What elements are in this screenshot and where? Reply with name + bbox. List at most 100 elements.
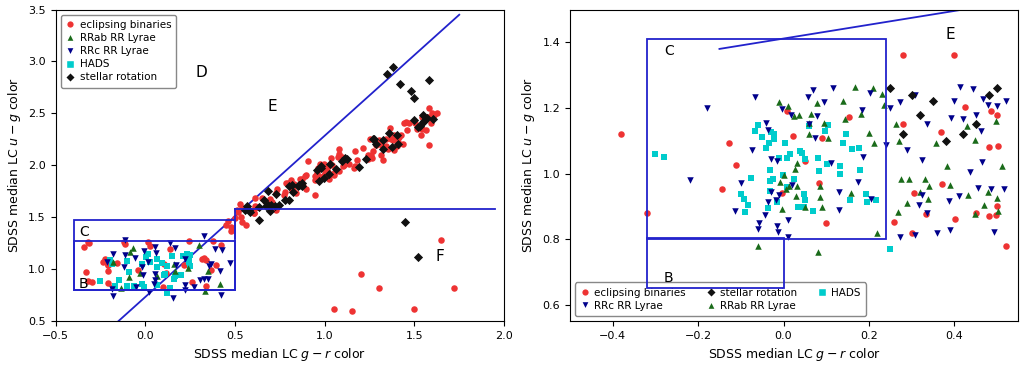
Point xyxy=(876,102,892,108)
Point xyxy=(129,267,145,273)
Point xyxy=(262,208,279,214)
Point xyxy=(757,213,773,218)
Point xyxy=(768,197,784,203)
Point xyxy=(312,161,329,167)
Point xyxy=(967,137,983,143)
Point xyxy=(779,184,796,190)
Point xyxy=(262,202,279,208)
Point xyxy=(802,123,818,129)
Point xyxy=(140,289,157,294)
Point xyxy=(919,121,935,127)
Point xyxy=(200,276,216,282)
Bar xyxy=(74,220,234,290)
Point xyxy=(318,165,335,170)
Point xyxy=(424,110,440,116)
Point xyxy=(200,268,216,274)
Point xyxy=(913,157,930,163)
Point xyxy=(298,172,314,178)
Point xyxy=(394,141,411,146)
Point xyxy=(980,102,996,108)
Point xyxy=(119,258,135,264)
Point xyxy=(345,165,361,171)
Point xyxy=(368,142,384,148)
Point xyxy=(831,189,848,195)
Point xyxy=(222,260,239,266)
Point xyxy=(967,211,983,217)
Point xyxy=(388,132,404,138)
Point xyxy=(811,194,827,200)
Point xyxy=(84,279,100,285)
Point xyxy=(392,82,409,87)
Point xyxy=(962,169,978,175)
Point xyxy=(284,182,300,188)
Point xyxy=(763,129,779,135)
Point xyxy=(375,156,391,162)
Point xyxy=(882,105,898,111)
Point xyxy=(167,268,183,274)
Point xyxy=(97,256,114,262)
Point xyxy=(727,208,743,214)
Point xyxy=(420,114,436,120)
Point xyxy=(121,274,137,280)
Point xyxy=(105,251,122,257)
Point xyxy=(419,115,435,121)
Point xyxy=(728,162,744,168)
Point xyxy=(324,162,340,168)
Point xyxy=(165,294,181,300)
Point xyxy=(99,268,116,274)
Point xyxy=(297,173,313,179)
Point xyxy=(796,204,812,210)
Point xyxy=(135,248,152,254)
Point xyxy=(941,199,957,204)
Point xyxy=(974,159,990,165)
Point xyxy=(319,169,336,175)
Point xyxy=(271,203,288,208)
Point xyxy=(933,129,949,135)
Point xyxy=(970,185,986,191)
Point xyxy=(119,283,135,289)
Point xyxy=(233,219,250,225)
Point xyxy=(968,121,984,127)
Point xyxy=(128,284,144,290)
Point xyxy=(300,158,316,164)
Point xyxy=(770,192,786,198)
Point xyxy=(809,100,825,106)
Point xyxy=(136,284,153,290)
Point xyxy=(416,118,432,124)
Point xyxy=(855,154,871,160)
Point xyxy=(415,111,431,117)
Point xyxy=(104,259,121,265)
Point xyxy=(773,190,790,196)
Point xyxy=(775,172,792,178)
Point xyxy=(359,156,376,162)
Point xyxy=(413,132,429,138)
Point xyxy=(892,99,908,105)
Point xyxy=(247,203,263,209)
Point xyxy=(100,262,117,268)
Point xyxy=(820,123,837,128)
Point xyxy=(147,271,164,277)
Point xyxy=(751,122,767,128)
Point xyxy=(797,158,813,164)
Point xyxy=(766,136,782,142)
Point xyxy=(260,203,276,208)
Point xyxy=(267,190,284,196)
Point xyxy=(381,130,397,136)
Point xyxy=(159,290,175,296)
Point xyxy=(895,131,911,137)
Point xyxy=(797,156,813,162)
Point xyxy=(968,210,984,216)
Point xyxy=(322,161,338,167)
Point xyxy=(321,174,337,180)
Text: D: D xyxy=(196,65,207,80)
Point xyxy=(334,159,350,165)
Point xyxy=(178,251,195,257)
Point xyxy=(182,263,199,269)
Point xyxy=(281,197,297,203)
Text: B: B xyxy=(79,277,88,291)
Point xyxy=(769,230,785,235)
Point xyxy=(198,257,214,263)
Point xyxy=(177,256,194,262)
Point xyxy=(180,238,197,244)
Point xyxy=(314,165,331,171)
